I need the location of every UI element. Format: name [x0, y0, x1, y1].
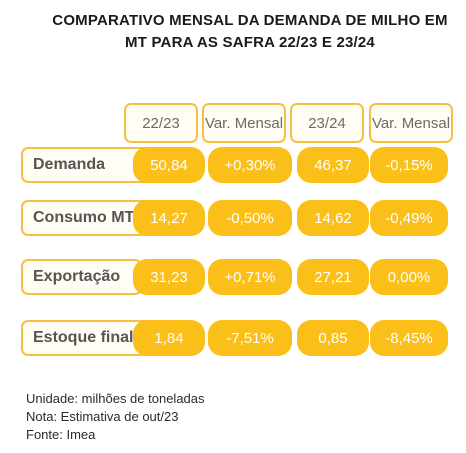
- row-label: Demanda: [21, 147, 151, 183]
- table-cell: -0,15%: [370, 147, 448, 183]
- row-label: Consumo MT: [21, 200, 154, 236]
- table-cell: -8,45%: [370, 320, 448, 356]
- table-cell: -0,50%: [208, 200, 292, 236]
- chart-title: COMPARATIVO MENSAL DA DEMANDA DE MILHO E…: [52, 12, 448, 51]
- table-cell: 0,00%: [370, 259, 448, 295]
- table-cell: 50,84: [133, 147, 205, 183]
- column-header: Var. Mensal: [202, 103, 286, 143]
- table-cell: 46,37: [297, 147, 369, 183]
- table-cell: +0,30%: [208, 147, 292, 183]
- table-cell: 14,27: [133, 200, 205, 236]
- table-cell: 14,62: [297, 200, 369, 236]
- column-header: 23/24: [290, 103, 364, 143]
- table-cell: +0,71%: [208, 259, 292, 295]
- table-cell: 1,84: [133, 320, 205, 356]
- table-cell: -0,49%: [370, 200, 448, 236]
- table-cell: 0,85: [297, 320, 369, 356]
- footnotes: Unidade: milhões de toneladas Nota: Esti…: [26, 390, 205, 444]
- note-estimate: Nota: Estimativa de out/23: [26, 409, 179, 424]
- table-cell: 31,23: [133, 259, 205, 295]
- note-source: Fonte: Imea: [26, 427, 96, 442]
- row-label: Exportação: [21, 259, 142, 295]
- table-cell: -7,51%: [208, 320, 292, 356]
- column-header: Var. Mensal: [369, 103, 453, 143]
- note-unit: Unidade: milhões de toneladas: [26, 391, 205, 406]
- column-header: 22/23: [124, 103, 198, 143]
- table-cell: 27,21: [297, 259, 369, 295]
